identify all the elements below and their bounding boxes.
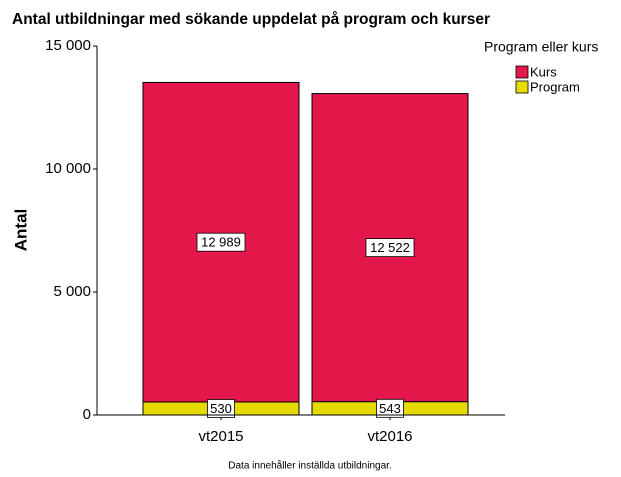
legend-label: Kurs — [530, 64, 557, 79]
value-label-box — [365, 238, 415, 258]
legend-swatch — [515, 65, 529, 79]
y-axis-label: Antal — [11, 209, 30, 252]
y-tick-label: 5 000 — [53, 283, 91, 300]
value-label: 543 — [379, 401, 401, 416]
legend-label: Program — [530, 79, 580, 94]
value-label: 12 989 — [201, 235, 241, 250]
y-tick-label: 0 — [83, 406, 91, 423]
value-label-box — [207, 399, 235, 418]
x-tick-label: vt2016 — [367, 428, 412, 445]
value-label-box — [196, 232, 246, 252]
footnote: Data innehåller inställda utbildningar. — [228, 460, 391, 472]
x-tick-label: vt2015 — [198, 428, 243, 445]
value-label: 12 522 — [370, 240, 410, 255]
bar-segment — [142, 81, 300, 403]
chart-title: Antal utbildningar med sökande uppdelat … — [12, 11, 490, 28]
y-tick-label: 10 000 — [45, 160, 91, 177]
value-label-box — [376, 398, 404, 418]
legend-swatch — [515, 80, 529, 94]
value-label: 530 — [210, 401, 232, 416]
y-tick-label: 15 000 — [45, 37, 91, 54]
legend-title: Program eller kurs — [484, 39, 598, 55]
